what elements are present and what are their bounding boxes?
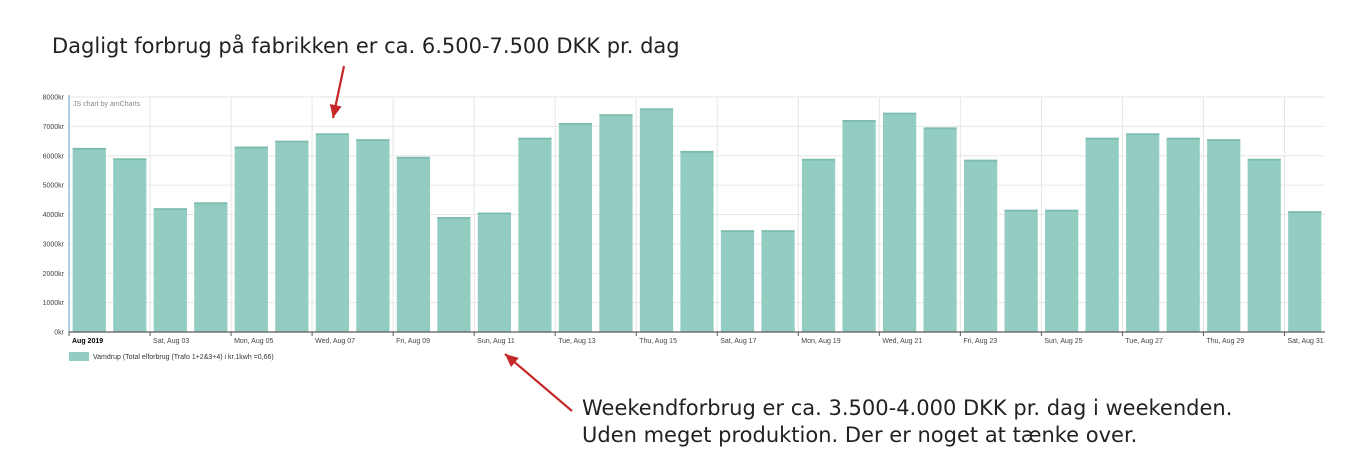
bar[interactable]: [275, 141, 309, 332]
bar[interactable]: [680, 151, 714, 332]
bar[interactable]: [599, 114, 633, 332]
bar[interactable]: [477, 213, 512, 332]
bar[interactable]: [1207, 139, 1241, 332]
y-tick-label: 2000kr: [43, 271, 65, 278]
bar[interactable]: [1126, 133, 1160, 332]
bar[interactable]: [720, 230, 755, 332]
arrow-weekend-shaft: [504, 353, 573, 412]
x-tick-label: Mon, Aug 05: [234, 338, 273, 345]
bar[interactable]: [437, 217, 471, 332]
y-tick-label: 0kr: [54, 330, 64, 337]
bar[interactable]: [1288, 211, 1322, 332]
x-tick-label: Thu, Aug 15: [639, 338, 677, 345]
legend[interactable]: Vamdrup (Total elforbrug (Trafo 1+2&3+4)…: [69, 352, 274, 361]
arrow-weekend-head: [505, 354, 519, 367]
x-tick-label: Tue, Aug 13: [558, 338, 596, 345]
x-tick-label: Sun, Aug 11: [477, 338, 515, 345]
y-tick-label: 6000kr: [43, 153, 65, 160]
legend-label[interactable]: Vamdrup (Total elforbrug (Trafo 1+2&3+4)…: [93, 354, 274, 361]
y-tick-label: 8000kr: [43, 95, 65, 102]
annotation-arrows: [329, 65, 573, 412]
chart-credit[interactable]: JS chart by amCharts: [73, 101, 141, 108]
bar[interactable]: [194, 202, 228, 332]
annotation-daily-consumption: Dagligt forbrug på fabrikken er ca. 6.50…: [52, 34, 680, 58]
bar[interactable]: [72, 148, 106, 332]
annotation-weekend-consumption: Weekendforbrug er ca. 3.500-4.000 DKK pr…: [582, 395, 1232, 449]
bar[interactable]: [923, 127, 957, 332]
bar[interactable]: [315, 133, 349, 332]
bar[interactable]: [761, 230, 795, 332]
bar[interactable]: [153, 208, 187, 332]
x-tick-label: Sat, Aug 03: [153, 338, 189, 345]
bar[interactable]: [964, 160, 998, 332]
bar[interactable]: [558, 123, 593, 332]
x-tick-label: Wed, Aug 21: [882, 338, 922, 345]
bar[interactable]: [113, 158, 147, 332]
y-tick-label: 7000kr: [43, 124, 65, 131]
x-tick-label: Mon, Aug 19: [801, 338, 840, 345]
y-tick-label: 1000kr: [43, 300, 65, 307]
legend-swatch[interactable]: [69, 352, 89, 361]
bar[interactable]: [1247, 159, 1281, 332]
bar[interactable]: [801, 159, 836, 332]
x-tick-label: Sat, Aug 17: [720, 338, 756, 345]
x-tick-label: Fri, Aug 23: [963, 338, 997, 345]
bar[interactable]: [1166, 138, 1200, 332]
bar[interactable]: [842, 120, 876, 333]
x-tick-label: Aug 2019: [72, 338, 103, 345]
annotation-weekend-line-1: Weekendforbrug er ca. 3.500-4.000 DKK pr…: [582, 396, 1233, 420]
x-tick-label: Sat, Aug 31: [1287, 338, 1323, 345]
x-tick-label: Wed, Aug 07: [315, 338, 355, 345]
x-tick-label: Thu, Aug 29: [1206, 338, 1244, 345]
bars: [72, 108, 1322, 333]
y-tick-label: 5000kr: [43, 183, 65, 190]
bar[interactable]: [356, 139, 390, 332]
y-tick-label: 4000kr: [43, 212, 65, 219]
bar[interactable]: [1045, 210, 1079, 332]
bar[interactable]: [1004, 210, 1038, 332]
bar[interactable]: [882, 113, 917, 332]
y-tick-label: 3000kr: [43, 241, 65, 248]
x-tick-label: Fri, Aug 09: [396, 338, 430, 345]
bar[interactable]: [234, 146, 268, 332]
axes: 0kr 1000kr 2000kr 3000kr 4000kr 5000kr 6000kr 7…: [43, 95, 1325, 345]
bar[interactable]: [518, 138, 552, 332]
annotation-weekend-line-2: Uden meget produktion. Der er noget at t…: [582, 423, 1138, 447]
bar[interactable]: [396, 157, 430, 332]
arrow-daily-head: [329, 104, 342, 118]
bar[interactable]: [639, 108, 674, 332]
x-tick-label: Tue, Aug 27: [1125, 338, 1163, 345]
x-tick-label: Sun, Aug 25: [1044, 338, 1082, 345]
bar[interactable]: [1085, 138, 1119, 332]
